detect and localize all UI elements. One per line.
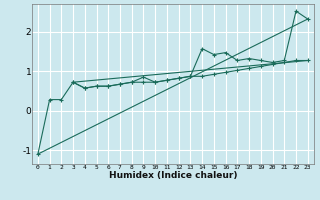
X-axis label: Humidex (Indice chaleur): Humidex (Indice chaleur) — [108, 171, 237, 180]
